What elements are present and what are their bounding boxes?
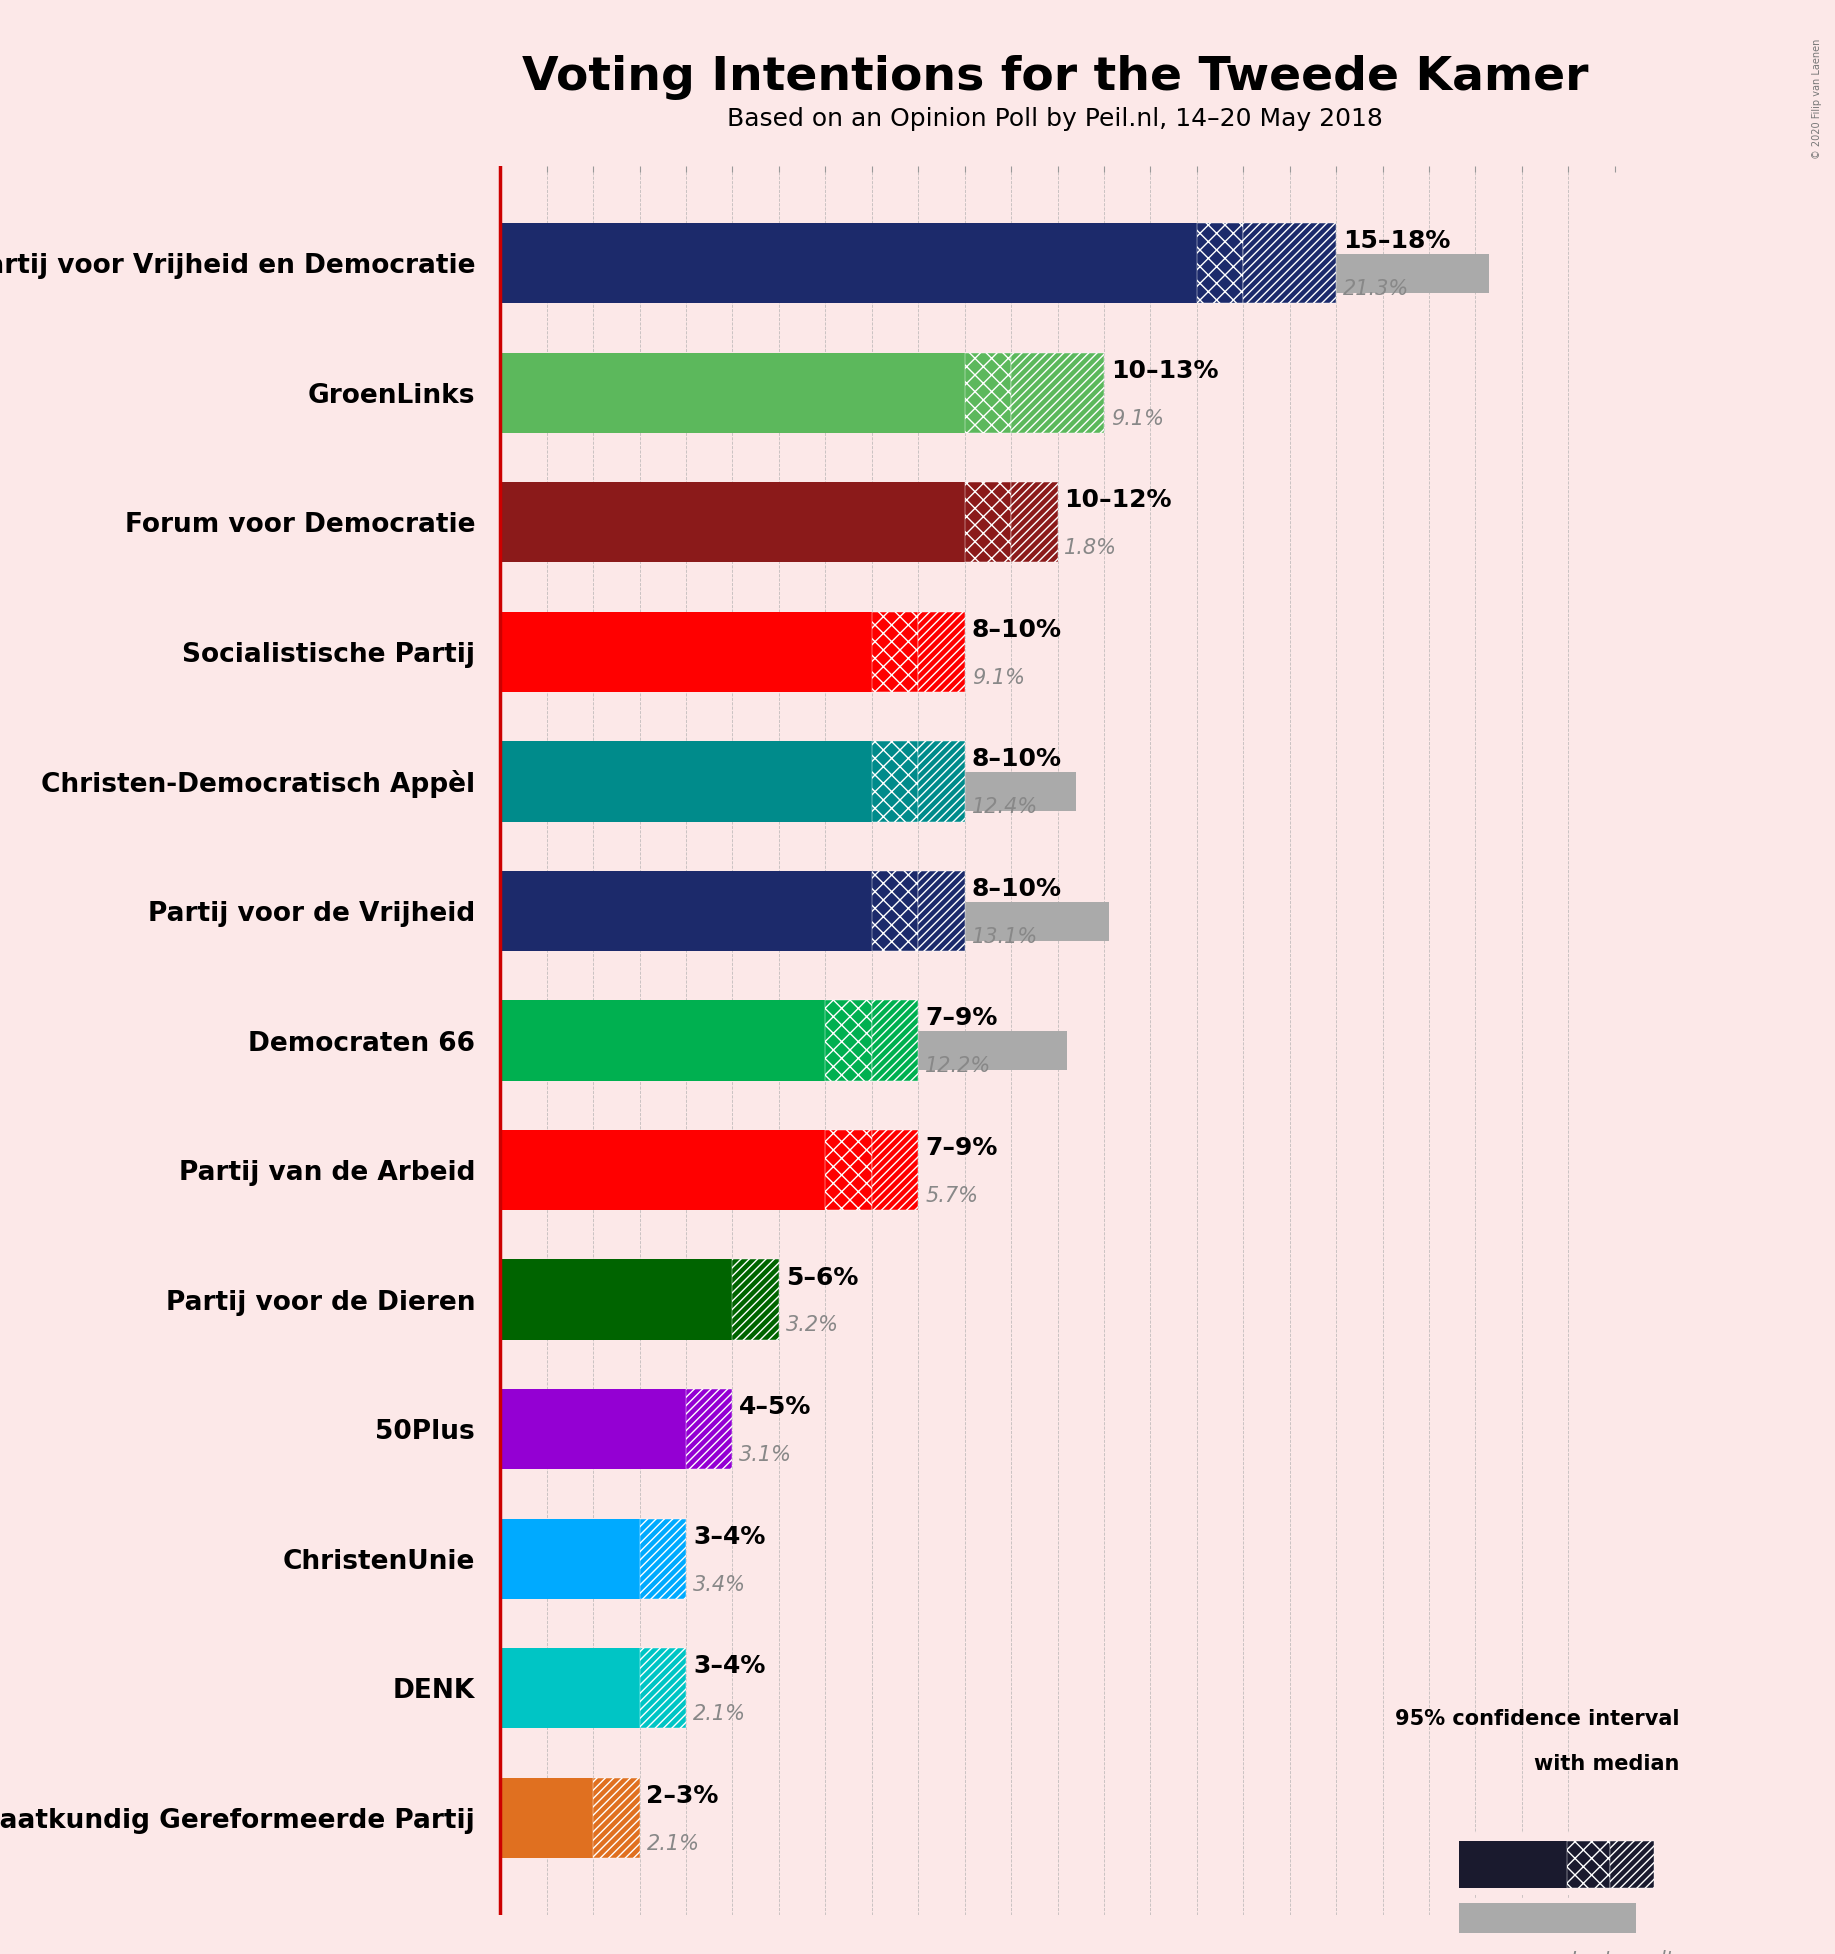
Bar [965, 483, 1011, 563]
Bar [872, 871, 918, 952]
Text: 7–9%: 7–9% [925, 1006, 998, 1030]
Text: 7–9%: 7–9% [925, 1135, 998, 1161]
Text: Based on an Opinion Poll by Peil.nl, 14–20 May 2018: Based on an Opinion Poll by Peil.nl, 14–… [727, 107, 1384, 131]
Bar [501, 514, 584, 553]
Bar [501, 1260, 732, 1340]
Bar [872, 612, 918, 692]
Bar [826, 1000, 872, 1081]
Bar [501, 483, 965, 563]
Text: 8–10%: 8–10% [971, 617, 1062, 641]
Text: © 2020 Filip van Laenen: © 2020 Filip van Laenen [1813, 39, 1822, 160]
Bar [501, 254, 1490, 293]
Text: 8–10%: 8–10% [971, 877, 1062, 901]
Text: 10–12%: 10–12% [1064, 488, 1173, 512]
Text: 4–5%: 4–5% [740, 1395, 811, 1419]
Bar [1459, 1841, 1567, 1888]
Text: 95% confidence interval: 95% confidence interval [1395, 1710, 1679, 1729]
Text: 3.4%: 3.4% [694, 1575, 747, 1594]
Text: 15–18%: 15–18% [1343, 229, 1450, 254]
Bar [872, 1129, 918, 1210]
Bar [501, 1421, 644, 1460]
Bar [501, 1550, 659, 1589]
Bar [501, 871, 872, 952]
Bar [501, 1778, 593, 1858]
Text: 13.1%: 13.1% [971, 926, 1039, 948]
Bar [501, 223, 1196, 303]
Bar [501, 1129, 826, 1210]
Text: 3–4%: 3–4% [694, 1655, 765, 1678]
Bar [501, 1290, 650, 1329]
Bar [640, 1647, 686, 1729]
Bar [501, 772, 1075, 811]
Text: 2.1%: 2.1% [694, 1704, 747, 1723]
Text: with median: with median [1534, 1755, 1679, 1774]
Bar [501, 741, 872, 821]
Bar [501, 1647, 640, 1729]
Bar [918, 741, 965, 821]
Bar [918, 612, 965, 692]
Bar [872, 741, 918, 821]
Text: Last result: Last result [1571, 1950, 1674, 1954]
Text: 1.8%: 1.8% [1064, 537, 1118, 559]
Bar [501, 1678, 598, 1718]
Bar [501, 1809, 598, 1848]
Bar [1244, 223, 1336, 303]
Bar [1011, 483, 1057, 563]
Text: Voting Intentions for the Tweede Kamer: Voting Intentions for the Tweede Kamer [521, 55, 1589, 100]
Text: 21.3%: 21.3% [1343, 279, 1409, 299]
Bar [501, 1032, 1066, 1071]
Bar [501, 383, 923, 422]
Text: 3.1%: 3.1% [740, 1446, 793, 1466]
Bar [501, 903, 1108, 940]
Bar [826, 1129, 872, 1210]
Text: 3.2%: 3.2% [785, 1315, 839, 1335]
Text: 9.1%: 9.1% [971, 668, 1024, 688]
Text: 5–6%: 5–6% [785, 1266, 859, 1290]
Bar [501, 1000, 826, 1081]
Bar [1567, 1841, 1611, 1888]
Bar [918, 871, 965, 952]
Bar [732, 1260, 778, 1340]
Text: 8–10%: 8–10% [971, 746, 1062, 772]
Text: 9.1%: 9.1% [1110, 408, 1163, 428]
Bar [640, 1518, 686, 1598]
Text: 12.2%: 12.2% [925, 1057, 991, 1077]
Bar [501, 1518, 640, 1598]
Bar [1196, 223, 1244, 303]
Bar [1611, 1841, 1653, 1888]
Bar [686, 1389, 732, 1469]
Bar [1459, 1903, 1637, 1933]
Text: 2–3%: 2–3% [646, 1784, 719, 1807]
Bar [593, 1778, 640, 1858]
Text: 2.1%: 2.1% [646, 1833, 699, 1854]
Bar [1011, 352, 1105, 434]
Text: 12.4%: 12.4% [971, 797, 1039, 817]
Bar [501, 352, 965, 434]
Text: 5.7%: 5.7% [925, 1186, 978, 1206]
Bar [872, 1000, 918, 1081]
Bar [501, 643, 923, 682]
Bar [501, 1161, 765, 1200]
Bar [501, 612, 872, 692]
Text: 10–13%: 10–13% [1110, 360, 1218, 383]
Text: 3–4%: 3–4% [694, 1524, 765, 1550]
Bar [501, 1389, 686, 1469]
Bar [965, 352, 1011, 434]
